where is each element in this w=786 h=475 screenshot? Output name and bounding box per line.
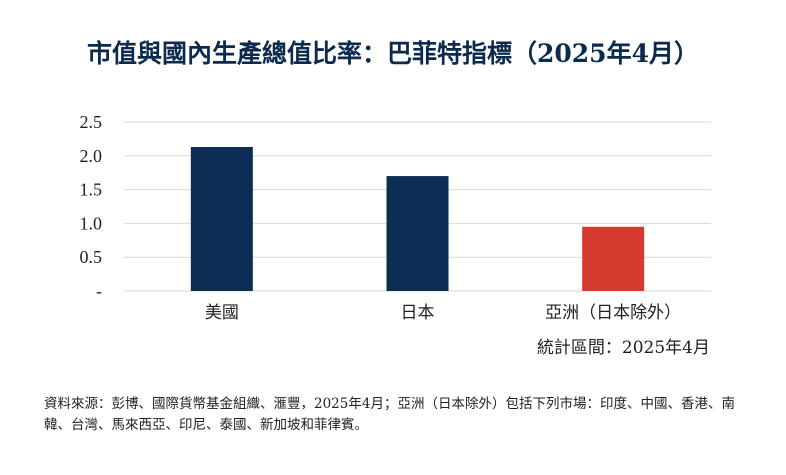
- x-category-label: 亞洲（日本除外）: [545, 303, 681, 323]
- x-category-label: 美國: [205, 303, 239, 323]
- stats-period-label: 統計區間：2025年4月: [536, 338, 710, 358]
- source-footnote: 資料來源：彭博、國際貨幣基金組織、滙豐，2025年4月；亞洲（日本除外）包括下列…: [44, 396, 735, 433]
- y-axis-ticks: - 0.5 1.0 1.5 2.0 2.5: [80, 112, 103, 301]
- bars: [190, 147, 645, 291]
- y-tick-label: 2.0: [80, 146, 103, 166]
- y-tick-label: 2.5: [80, 112, 103, 132]
- x-axis-categories: 美國 日本 亞洲（日本除外）: [205, 303, 681, 323]
- bar-1: [386, 176, 449, 291]
- bar-2: [582, 226, 645, 291]
- bar-chart: - 0.5 1.0 1.5 2.0 2.5 美國 日本 亞洲（日本除外）: [80, 112, 711, 323]
- bar-0: [190, 147, 253, 291]
- chart-title: 市值與國內生產總值比率：巴菲特指標（2025年4月）: [87, 39, 699, 68]
- y-tick-label: 0.5: [80, 247, 103, 267]
- x-category-label: 日本: [401, 303, 435, 323]
- y-tick-label: 1.5: [80, 180, 103, 200]
- y-tick-label: -: [96, 281, 102, 301]
- y-tick-label: 1.0: [80, 213, 103, 233]
